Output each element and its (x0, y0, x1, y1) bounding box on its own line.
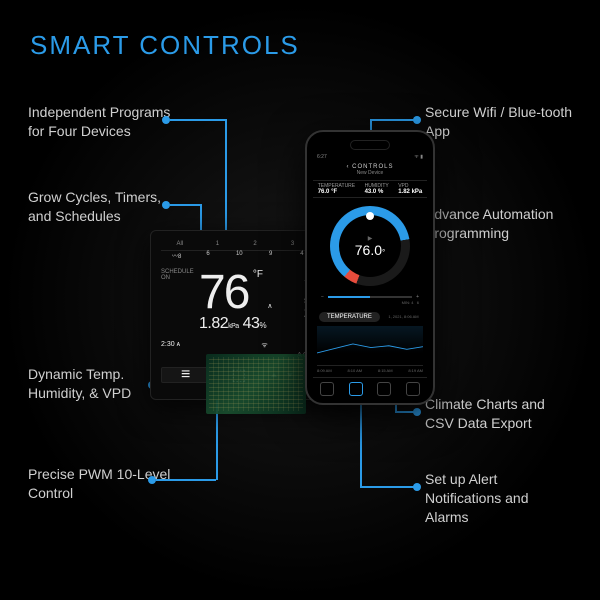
stat-vpd: VPD1.82 kPa (398, 183, 422, 195)
slider-track[interactable] (328, 296, 412, 298)
chart-tick: 8:19 AM (408, 368, 423, 373)
status-time: 6:27 (317, 154, 327, 160)
callout-line (170, 119, 225, 121)
temperature-chart[interactable] (317, 326, 423, 366)
chart-timestamp: 1, 2021, 8:06 AM (388, 314, 418, 319)
controller-row2: 1.82kPa 43% (199, 315, 273, 333)
chart-tick: 8:09 AM (317, 368, 332, 373)
feature-climate-charts: Climate Charts and CSV Data Export (425, 395, 575, 433)
port-label: 2 (236, 241, 274, 247)
stat-value: 76.0 °F (318, 189, 337, 195)
stat-hum: HUMIDITY43.0 % (365, 183, 389, 195)
status-icons: ᯤ ▮ (414, 154, 423, 160)
callout-line (156, 479, 216, 481)
controller-readout: 76 °F ∧ 1.82kPa 43% (199, 269, 273, 333)
humidity-unit: % (259, 321, 266, 330)
temperature-gauge[interactable]: ▶ 76.0° (330, 206, 410, 286)
port-value: 6 (192, 251, 223, 260)
nav-home-icon[interactable] (320, 382, 334, 396)
circuit-board (206, 354, 306, 414)
phone-subheader: New Device (313, 170, 427, 176)
vpd-unit: kPa (228, 323, 239, 330)
nav-data-icon[interactable] (377, 382, 391, 396)
callout-dot (148, 476, 156, 484)
gauge-value: 76.0° (355, 242, 385, 258)
chart-x-axis: 8:09 AM 8:10 AM 8:15 AM 8:19 AM (313, 368, 427, 373)
phone-nav (313, 377, 427, 396)
callout-dot (162, 201, 170, 209)
chart-tab[interactable]: TEMPERATURE (319, 312, 380, 322)
stat-value: 43.0 % (365, 189, 384, 195)
controller-schedule: SCHEDULE ON (161, 269, 199, 333)
callout-line (370, 119, 415, 121)
chart-section: TEMPERATURE 1, 2021, 8:06 AM 8:09 AM 8:1… (313, 305, 427, 373)
callout-line (170, 204, 200, 206)
phone-notch (350, 140, 390, 150)
left-unit: ᴀ (177, 341, 180, 348)
page-title: SMART CONTROLS (30, 30, 300, 61)
phone-stats: TEMPERATURE76.0 °F HUMIDITY43.0 % VPD1.8… (313, 180, 427, 198)
feature-alerts: Set up Alert Notifications and Alarms (425, 470, 575, 527)
chart-tick: 8:10 AM (347, 368, 362, 373)
callout-line (360, 400, 362, 487)
callout-line (225, 119, 227, 234)
chart-tick: 8:15 AM (378, 368, 393, 373)
callout-line (395, 411, 415, 413)
schedule-label: SCHEDULE ON (161, 269, 199, 281)
port-value: 10 (224, 251, 255, 260)
feature-independent-programs: Independent Programs for Four Devices (28, 103, 178, 141)
port-value: 〰8 (161, 251, 192, 260)
vpd-value: 1.82 (199, 315, 228, 332)
feature-pwm-control: Precise PWM 10-Level Control (28, 465, 178, 503)
chart-line (317, 344, 423, 353)
nav-controls-icon[interactable] (349, 382, 363, 396)
stat-temp: TEMPERATURE76.0 °F (318, 183, 355, 195)
feature-grow-cycles: Grow Cycles, Timers, and Schedules (28, 188, 178, 226)
feature-wifi-bluetooth: Secure Wifi / Blue-tooth App (425, 103, 575, 141)
temp-value: 76 (199, 266, 248, 319)
port-label: All (161, 241, 199, 247)
gauge-handle[interactable] (366, 212, 374, 220)
port-value: 9 (255, 251, 286, 260)
phone-status-bar: 6:27 ᯤ ▮ (313, 154, 427, 160)
feature-automation: Advance Automation Programming (425, 205, 575, 243)
humidity-value: 43 (243, 315, 260, 332)
callout-line (360, 486, 415, 488)
callout-dot (162, 116, 170, 124)
left-val: 2:30 (161, 341, 175, 348)
title-text: SMART CONTROLS (30, 30, 300, 60)
controller-btn-menu[interactable]: ≡ (161, 367, 210, 383)
nav-settings-icon[interactable] (406, 382, 420, 396)
stat-value: 1.82 kPa (398, 189, 422, 195)
port-label: 1 (199, 241, 237, 247)
phone-device: 6:27 ᯤ ▮ ‹ CONTROLS New Device TEMPERATU… (305, 130, 435, 405)
temp-unit: °F (253, 269, 263, 280)
